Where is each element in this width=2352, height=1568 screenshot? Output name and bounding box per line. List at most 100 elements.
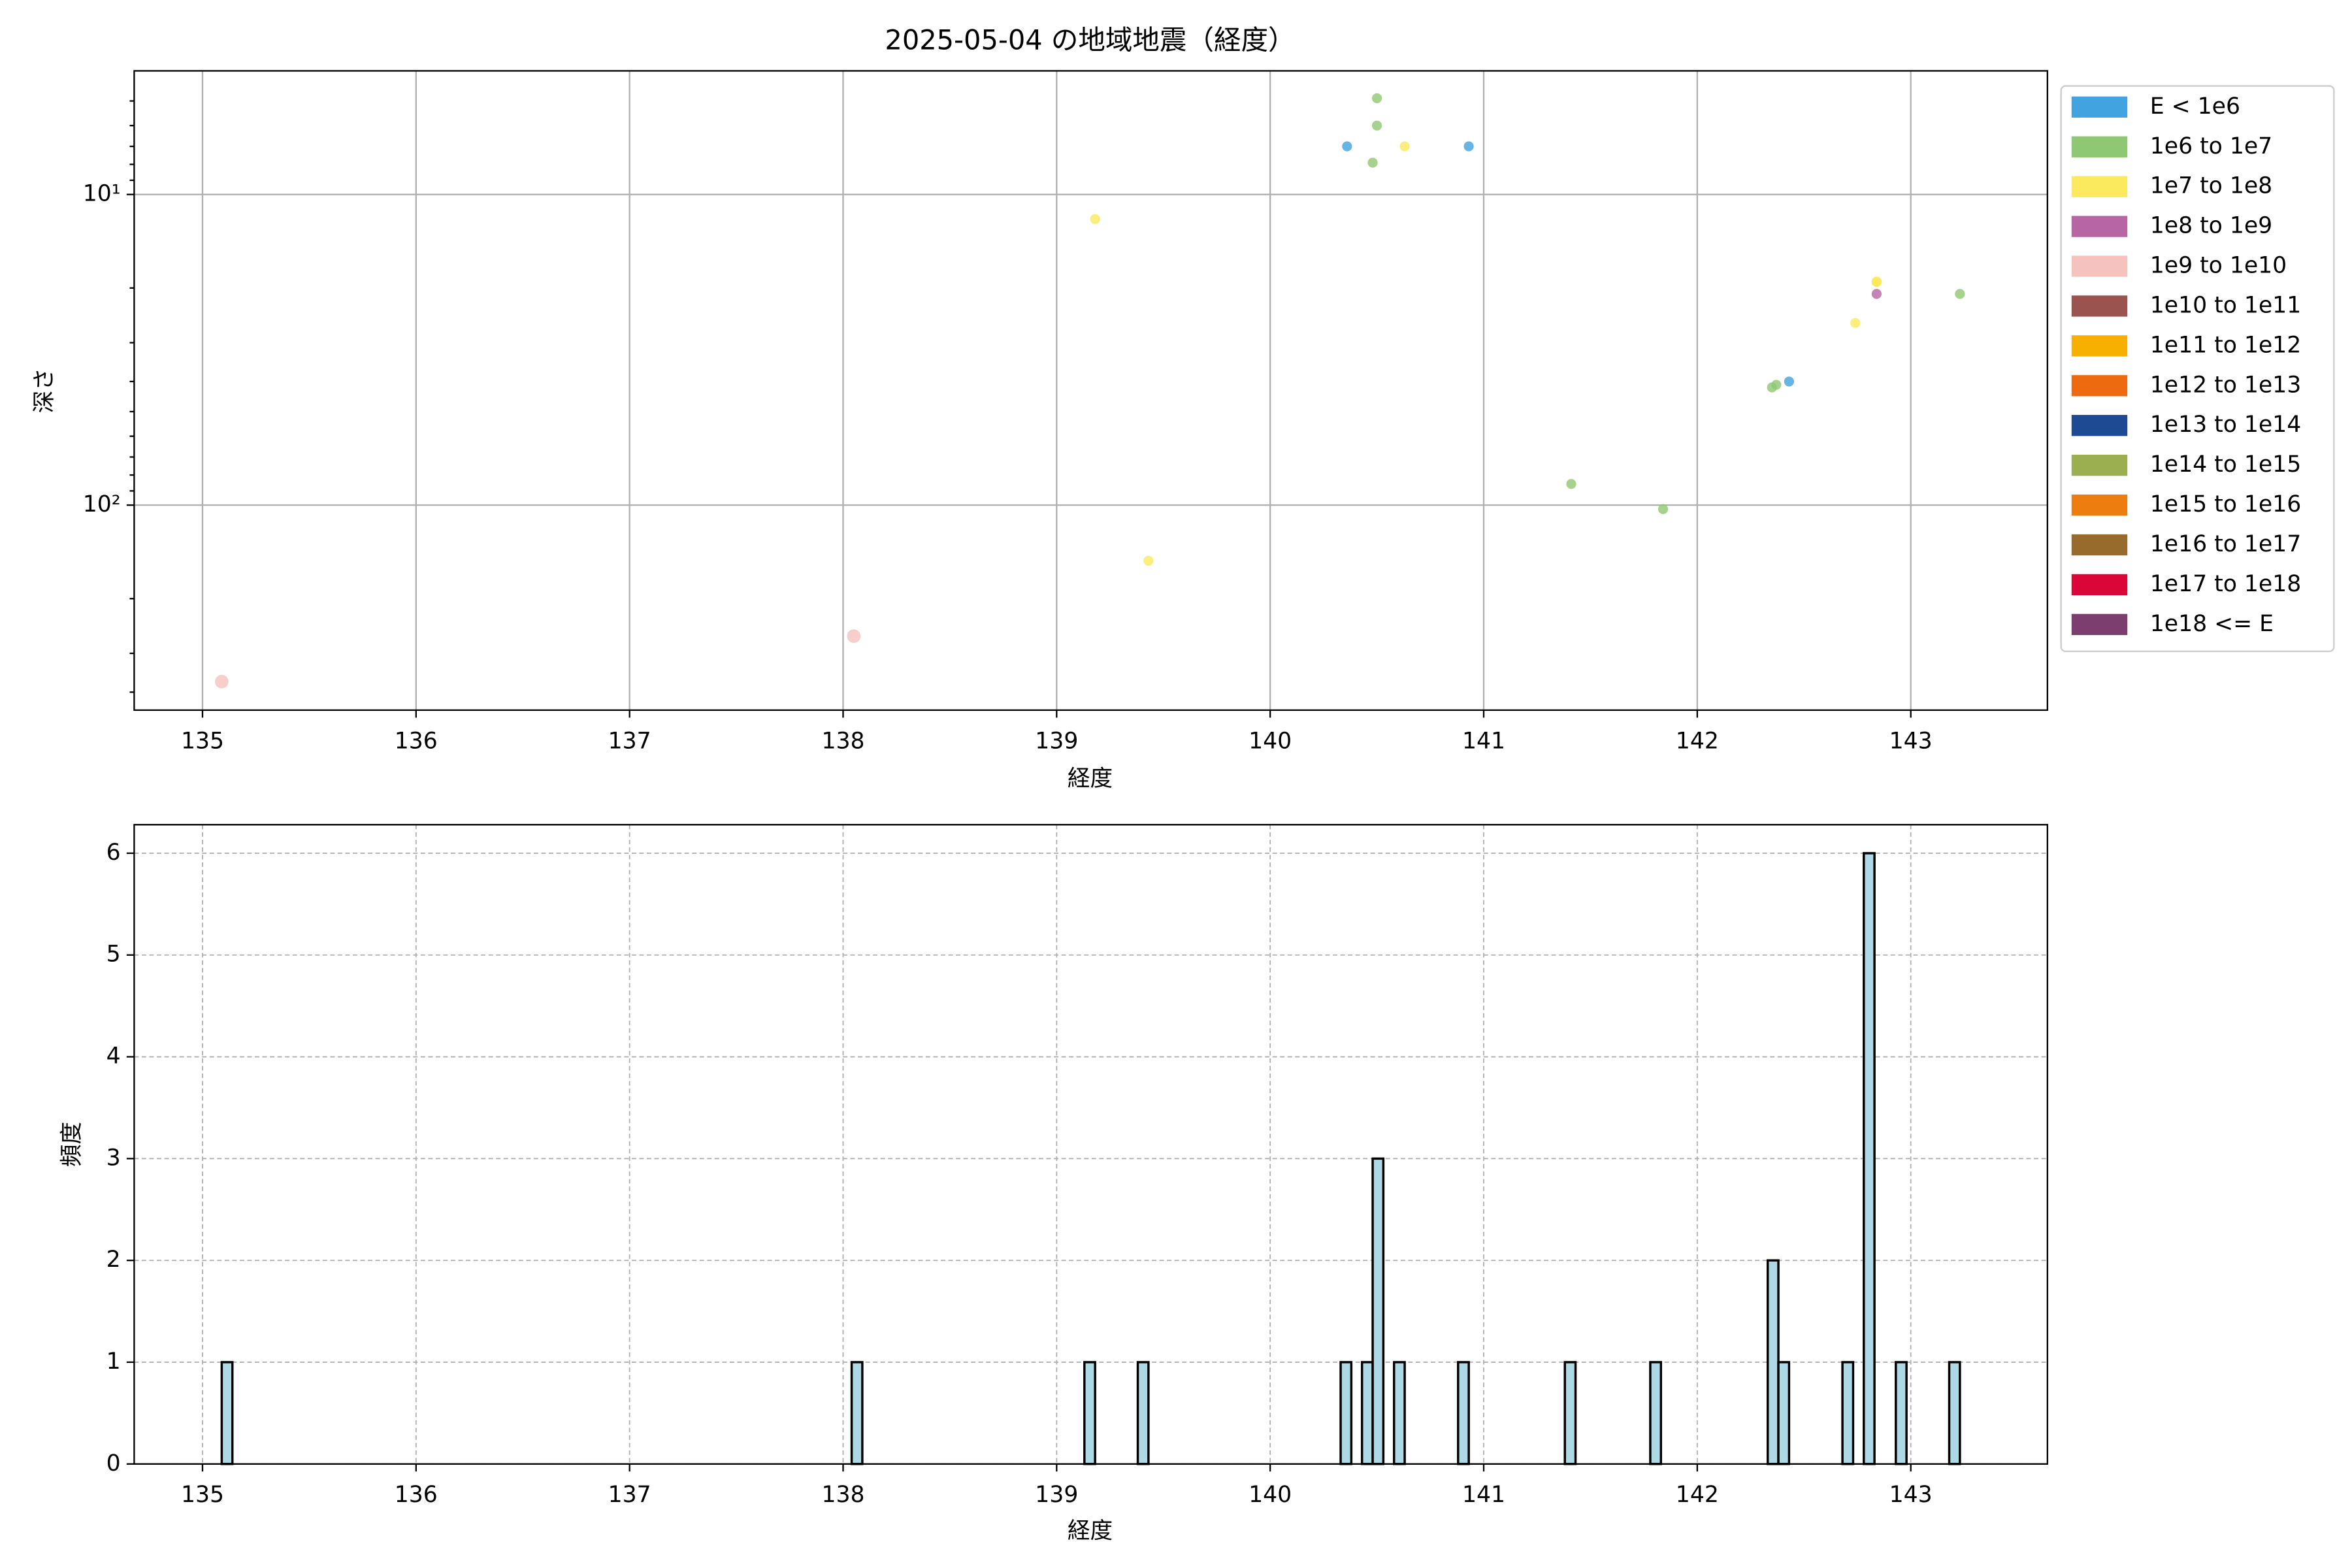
legend-label: 1e12 to 1e13 [2150,372,2301,398]
legend-swatch [2071,136,2128,157]
point [1955,289,1965,299]
point [1143,555,1154,566]
legend-label: 1e14 to 1e15 [2150,451,2301,478]
chart-title: 2025-05-04 の地域地震（経度） [885,24,1295,56]
y-tick-label: 0 [106,1450,121,1477]
bar [1136,1361,1150,1465]
bar [1339,1361,1353,1465]
bar [1841,1361,1855,1465]
legend-label: 1e6 to 1e7 [2150,133,2272,159]
y-tick-label: 6 [106,840,121,866]
x-tick-label: 135 [181,1482,224,1508]
bar [1371,1157,1385,1465]
point [1090,214,1100,224]
legend-swatch [2071,176,2128,197]
bar [1948,1361,1961,1465]
bar [1863,852,1876,1465]
x-tick-label: 143 [1889,728,1933,754]
legend-swatch [2071,455,2128,476]
legend-label: 1e16 to 1e17 [2150,531,2301,557]
legend-swatch [2071,255,2128,277]
plot-frame [133,70,2048,711]
y-tick-label: 10¹ [83,181,121,207]
x-axis-title: 経度 [1068,1518,1113,1544]
point [215,674,229,689]
legend-swatch [2071,534,2128,556]
legend-swatch [2071,375,2128,397]
x-tick-label: 138 [821,1482,864,1508]
x-tick-label: 140 [1249,1482,1292,1508]
point [1342,141,1352,152]
point [1871,289,1882,299]
point [1784,376,1794,387]
point [1463,141,1474,152]
x-axis-title: 経度 [1068,766,1113,792]
legend-label: 1e18 <= E [2150,611,2274,637]
legend-label: 1e17 to 1e18 [2150,571,2301,597]
y-axis-title: 深さ [31,368,57,413]
x-tick-label: 139 [1035,1482,1078,1508]
x-tick-label: 139 [1035,728,1078,754]
point [1399,141,1410,152]
x-tick-label: 142 [1676,728,1719,754]
point [1566,479,1576,489]
point [1771,380,1782,390]
y-tick-label: 10² [83,491,121,517]
y-tick-label: 3 [106,1145,121,1171]
bar [1563,1361,1577,1465]
point [1371,120,1382,131]
legend-swatch [2071,494,2128,516]
y-tick-label: 4 [106,1043,121,1070]
legend-label: 1e10 to 1e11 [2150,292,2301,318]
legend-swatch [2071,96,2128,118]
bar [1392,1361,1406,1465]
legend-label: 1e8 to 1e9 [2150,213,2272,239]
x-tick-label: 140 [1249,728,1292,754]
bar [850,1361,864,1465]
legend-label: 1e13 to 1e14 [2150,412,2301,438]
x-tick-label: 143 [1889,1482,1933,1508]
y-tick-label: 2 [106,1247,121,1273]
bar [1777,1361,1791,1465]
x-tick-label: 141 [1462,1482,1505,1508]
legend-frame [2060,85,2335,653]
point [1850,318,1861,328]
legend-swatch [2071,216,2128,237]
x-tick-label: 137 [608,728,651,754]
x-tick-label: 138 [821,728,864,754]
bar [1649,1361,1663,1465]
bar [1360,1361,1374,1465]
plot-frame [133,824,2048,1465]
bar [1766,1259,1780,1465]
x-tick-label: 135 [181,728,224,754]
legend-label: 1e11 to 1e12 [2150,332,2301,358]
point [1367,157,1378,168]
y-axis-title: 頻度 [59,1122,85,1167]
legend-label: 1e7 to 1e8 [2150,173,2272,199]
y-tick-label: 1 [106,1348,121,1375]
legend-swatch [2071,335,2128,357]
x-tick-label: 141 [1462,728,1505,754]
bar [1457,1361,1470,1465]
legend-swatch [2071,295,2128,317]
legend-label: E < 1e6 [2150,93,2240,120]
bar [1083,1361,1096,1465]
x-tick-label: 142 [1676,1482,1719,1508]
x-tick-label: 137 [608,1482,651,1508]
x-tick-label: 136 [395,1482,438,1508]
legend-swatch [2071,613,2128,635]
legend-swatch [2071,574,2128,596]
legend-label: 1e9 to 1e10 [2150,253,2287,279]
point [847,629,861,643]
legend-swatch [2071,415,2128,436]
bar [220,1361,234,1465]
legend-label: 1e15 to 1e16 [2150,491,2301,517]
point [1371,93,1382,103]
x-tick-label: 136 [395,728,438,754]
y-tick-label: 5 [106,941,121,968]
bar [1895,1361,1908,1465]
point [1658,504,1669,514]
